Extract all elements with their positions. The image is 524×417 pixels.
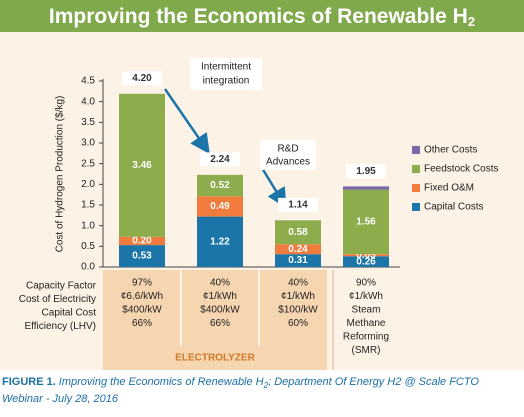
legend-label: Capital Costs [424, 202, 483, 213]
annotation: Intermittent [201, 62, 251, 73]
data-label: 0.26 [356, 256, 376, 267]
title-banner [0, 0, 524, 32]
table-cell: 40% [288, 278, 308, 289]
table-cell: $400/kW [122, 305, 162, 316]
arrow [163, 88, 210, 155]
table-cell: $100/kW [278, 305, 318, 316]
bar-segment [197, 174, 243, 197]
y-tick-label: 3.5 [81, 117, 95, 128]
y-tick-label: 4.0 [81, 96, 95, 107]
bar-segment [197, 196, 243, 217]
bar-segment [275, 254, 321, 267]
annotation-box [260, 140, 316, 170]
table-cell: 90% [356, 278, 376, 289]
legend-swatch [412, 165, 420, 173]
legend-label: Other Costs [424, 145, 477, 156]
caption-line: Webinar - July 28, 2016 [2, 393, 119, 405]
table-cell: Methane [347, 318, 386, 329]
data-label: 0.49 [210, 201, 230, 212]
total-box [122, 71, 162, 86]
table-cell: ¢1/kWh [281, 291, 315, 302]
caption-subscript: 2 [263, 381, 269, 390]
row-label: Capital Cost [42, 308, 97, 319]
table-cell: 66% [210, 318, 230, 329]
total-box [346, 164, 386, 179]
row-label: Capacity Factor [26, 281, 97, 292]
data-label: 0.31 [288, 255, 308, 266]
y-tick-label: 1.5 [81, 200, 95, 211]
bar-segment [275, 220, 321, 245]
row-label: Cost of Electricity [19, 294, 96, 305]
y-axis-label: Cost of Hydrogen Production ($/kg) [55, 96, 66, 253]
y-tick-label: 1.0 [81, 220, 95, 231]
y-tick-label: 3.0 [81, 138, 95, 149]
total-box [278, 197, 318, 212]
data-label: 0.53 [132, 251, 152, 262]
bar-segment [343, 254, 389, 257]
table-cell: Steam [352, 305, 381, 316]
title-main: Improving the Economics of Renewable H [49, 5, 468, 28]
data-label: 1.22 [210, 236, 230, 247]
y-tick-label: 4.5 [81, 76, 95, 87]
table-cell: ¢1/kWh [349, 291, 383, 302]
table-cell: Reforming [343, 332, 389, 343]
y-tick-label: 0.0 [81, 262, 95, 273]
table-cell: ¢6.6/kWh [121, 291, 163, 302]
annotation: integration [203, 76, 250, 87]
caption-label: FIGURE 1. [2, 376, 56, 388]
total-label: 1.95 [356, 166, 376, 177]
group-label: ELECTROLYZER [175, 353, 255, 364]
legend-label: Fixed O&M [424, 183, 474, 194]
y-tick-label: 2.5 [81, 158, 95, 169]
data-label: 0.52 [210, 180, 230, 191]
total-label: 2.24 [210, 154, 230, 165]
table-cell: $400/kW [200, 305, 240, 316]
total-label: 4.20 [132, 73, 152, 84]
data-label: 0.58 [288, 227, 308, 238]
total-box [200, 152, 240, 167]
data-label: 3.46 [132, 160, 152, 171]
table-cell: ¢1/kWh [203, 291, 237, 302]
y-tick-label: 0.5 [81, 241, 95, 252]
caption-text: Improving the Economics of Renewable H [59, 376, 264, 388]
data-label: 0.20 [132, 236, 152, 247]
caption-text: ; Department Of Energy H2 @ Scale FCTO [268, 376, 479, 388]
data-label: 1.56 [356, 217, 376, 228]
bar-segment [343, 189, 389, 255]
table-cell: 40% [210, 278, 230, 289]
caption: FIGURE 1. Improving the Economics of Rene… [2, 376, 479, 390]
legend-swatch [412, 203, 420, 211]
legend-swatch [412, 184, 420, 192]
table-cell: (SMR) [352, 345, 381, 356]
bar-segment [197, 216, 243, 267]
bar-segment [343, 186, 389, 190]
legend-label: Feedstock Costs [424, 164, 498, 175]
data-label: 0.24 [288, 244, 308, 255]
total-label: 1.14 [288, 200, 308, 211]
title-subscript: 2 [468, 14, 475, 29]
annotation: Advances [266, 157, 310, 168]
data-label: 0.05 [356, 250, 376, 261]
table-cell: 60% [288, 318, 308, 329]
y-tick-label: 2.0 [81, 179, 95, 190]
table-cell: 66% [132, 318, 152, 329]
annotation: R&D [277, 144, 298, 155]
electrolyzer-band [103, 270, 327, 370]
bar-segment [275, 244, 321, 255]
legend-swatch [412, 146, 420, 154]
table-cell: 97% [132, 278, 152, 289]
bar-segment [343, 256, 389, 267]
annotation-box [190, 58, 262, 90]
bar-segment [119, 93, 165, 237]
bar-segment [119, 245, 165, 267]
bar-segment [119, 236, 165, 246]
chart-title: Improving the Economics of Renewable H2 [49, 5, 475, 30]
row-label: Efficiency (LHV) [24, 321, 96, 332]
